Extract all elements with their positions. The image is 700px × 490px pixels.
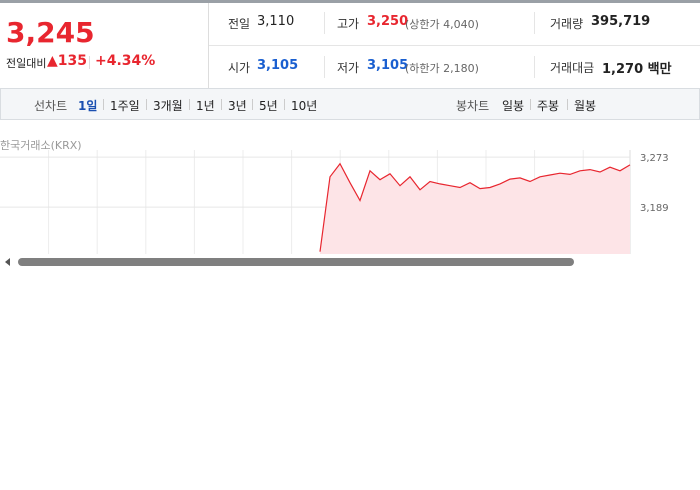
stat-value: 1,270 백만 [602, 62, 672, 77]
period-button[interactable]: 1년 [196, 99, 215, 113]
candle-chart-label: 봉차트 [456, 99, 490, 113]
change-label: 전일대비 [6, 57, 47, 70]
stat-value: 3,105 [257, 58, 299, 73]
scrollbar[interactable] [0, 254, 700, 270]
divider [208, 3, 209, 88]
separator [146, 99, 147, 110]
separator [284, 99, 285, 110]
y-tick-label: 3,273 [640, 153, 669, 164]
stat-label: 전일 [228, 17, 251, 31]
stat-value: 3,110 [257, 14, 295, 29]
period-button[interactable]: 3개월 [153, 99, 183, 113]
stat-value: 395,719 [591, 14, 651, 29]
divider [324, 12, 325, 34]
period-button[interactable]: 1주일 [110, 99, 140, 113]
top-border [0, 0, 700, 3]
divider [89, 56, 90, 69]
toolbar: 선차트 봉차트 1일 1주일 3개월 1년 3년 5년 10년 일봉 주봉 월봉 [0, 88, 700, 120]
separator [189, 99, 190, 110]
divider [534, 56, 535, 78]
up-arrow: ▲ [47, 53, 58, 69]
change-value: 135 [57, 53, 88, 69]
period-button[interactable]: 1일 [78, 99, 98, 113]
area [320, 163, 630, 255]
change: ▲135 [47, 53, 87, 69]
stat-value: 3,250 [367, 14, 409, 29]
divider [324, 56, 325, 78]
candle-button[interactable]: 주봉 [537, 99, 560, 113]
stat-extra: (하한가 2,180) [405, 62, 479, 75]
period-button[interactable]: 5년 [259, 99, 278, 113]
candle-button[interactable]: 일봉 [502, 99, 525, 113]
candle-button[interactable]: 월봉 [574, 99, 597, 113]
stat-label: 시가 [228, 61, 251, 75]
separator [567, 99, 568, 110]
scroll-left[interactable] [5, 258, 10, 266]
price: 3,245 [6, 16, 95, 49]
percent: +4.34% [95, 53, 156, 69]
divider [209, 45, 700, 46]
separator [103, 99, 104, 110]
y-tick-label: 3,189 [640, 203, 669, 214]
stat-label: 저가 [337, 61, 360, 75]
period-button[interactable]: 3년 [228, 99, 247, 113]
line-chart-label: 선차트 [34, 99, 68, 113]
stat-extra: (상한가 4,040) [405, 18, 479, 31]
stat-label: 고가 [337, 17, 360, 31]
divider [534, 12, 535, 34]
scroll-thumb[interactable] [18, 258, 574, 266]
source: 한국거래소(KRX) [0, 139, 82, 152]
stat-value: 3,105 [367, 58, 409, 73]
price-line [319, 162, 631, 252]
stat-label: 거래대금 [550, 61, 595, 75]
stat-label: 거래량 [550, 17, 584, 31]
period-button[interactable]: 10년 [291, 99, 318, 113]
separator [221, 99, 222, 110]
separator [530, 99, 531, 110]
separator [252, 99, 253, 110]
